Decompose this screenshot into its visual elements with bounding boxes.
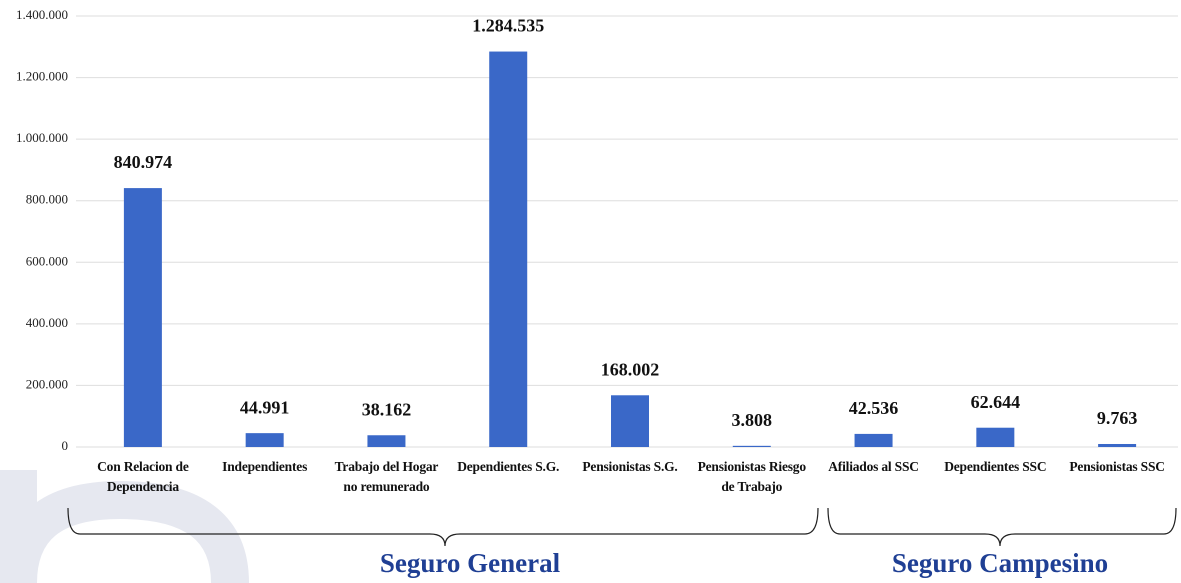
- y-tick-label: 400.000: [26, 315, 68, 330]
- brace: [827, 507, 1177, 547]
- y-tick-label: 1.400.000: [16, 7, 68, 22]
- x-tick-label: Independientes: [222, 459, 308, 474]
- data-label: 9.763: [1097, 408, 1138, 428]
- data-label: 3.808: [732, 410, 773, 430]
- x-tick-label: Pensionistas SSC: [1069, 459, 1165, 474]
- data-label: 62.644: [971, 392, 1021, 412]
- x-tick-label: Con Relacion de Dependencia: [97, 459, 189, 494]
- x-tick-label: Pensionistas Riesgo de Trabajo: [697, 459, 807, 494]
- data-label: 840.974: [114, 152, 173, 172]
- bar: [489, 51, 528, 448]
- bar: [976, 427, 1015, 447]
- brace: [67, 507, 819, 547]
- bar: [732, 445, 771, 447]
- group-label: Seguro Campesino: [892, 548, 1108, 578]
- logo: [0, 470, 249, 583]
- bar: [1098, 443, 1137, 447]
- x-tick-label: Afiliados al SSC: [828, 459, 919, 474]
- x-tick-label: Trabajo del Hogar no remunerado: [334, 459, 439, 494]
- bar: [123, 188, 162, 447]
- data-label: 42.536: [849, 398, 899, 418]
- data-label: 38.162: [362, 399, 412, 419]
- y-tick-label: 0: [62, 438, 69, 453]
- bar: [245, 433, 284, 447]
- data-label: 168.002: [601, 359, 660, 379]
- y-tick-label: 600.000: [26, 253, 68, 268]
- y-tick-label: 200.000: [26, 376, 68, 391]
- bar: [367, 435, 406, 447]
- y-tick-label: 1.200.000: [16, 69, 68, 84]
- x-tick-label: Dependientes SSC: [944, 459, 1047, 474]
- x-tick-label: Dependientes S.G.: [457, 459, 560, 474]
- data-label: 1.284.535: [472, 16, 544, 36]
- group-label: Seguro General: [380, 548, 561, 578]
- x-tick-label: Pensionistas S.G.: [582, 459, 678, 474]
- y-tick-label: 1.000.000: [16, 130, 68, 145]
- y-tick-label: 800.000: [26, 192, 68, 207]
- bar: [611, 395, 649, 447]
- bar: [854, 433, 893, 447]
- data-label: 44.991: [240, 397, 290, 417]
